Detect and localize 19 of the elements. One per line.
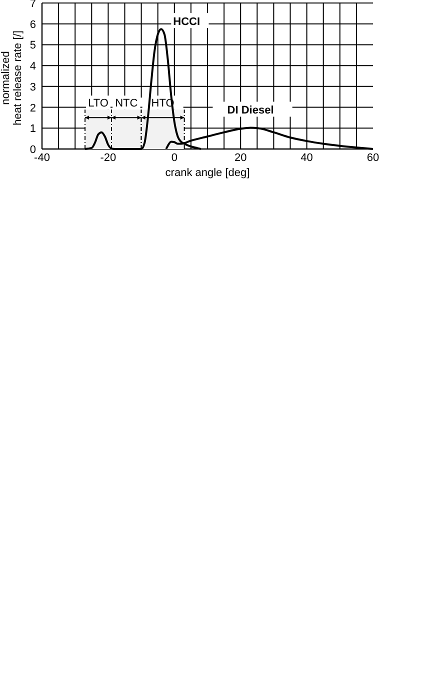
y-tick-label: 6: [30, 18, 36, 31]
x-tick-label: 40: [300, 152, 313, 164]
x-tick-label: 20: [234, 152, 247, 164]
y-tick-label: 5: [30, 40, 36, 52]
band-label: NTC: [115, 98, 138, 110]
x-axis-title: crank angle [deg]: [165, 167, 250, 179]
band-label: LTO: [88, 98, 109, 110]
series-label: DI Diesel: [227, 104, 274, 117]
y-tick-label: 4: [30, 60, 36, 73]
y-axis-title: normalized heat release rate [/]: [0, 30, 24, 126]
series-label: HCCI: [173, 16, 200, 28]
x-tick-label: 60: [366, 152, 380, 164]
x-tick-label: -40: [34, 152, 50, 164]
x-tick-label: 0: [171, 152, 178, 164]
y-tick-label: 3: [30, 81, 36, 94]
y-tick-label: 2: [30, 102, 36, 114]
x-tick-label: -20: [100, 152, 116, 164]
y-tick-label: 0: [30, 144, 36, 156]
y-tick-label: 1: [30, 123, 36, 136]
